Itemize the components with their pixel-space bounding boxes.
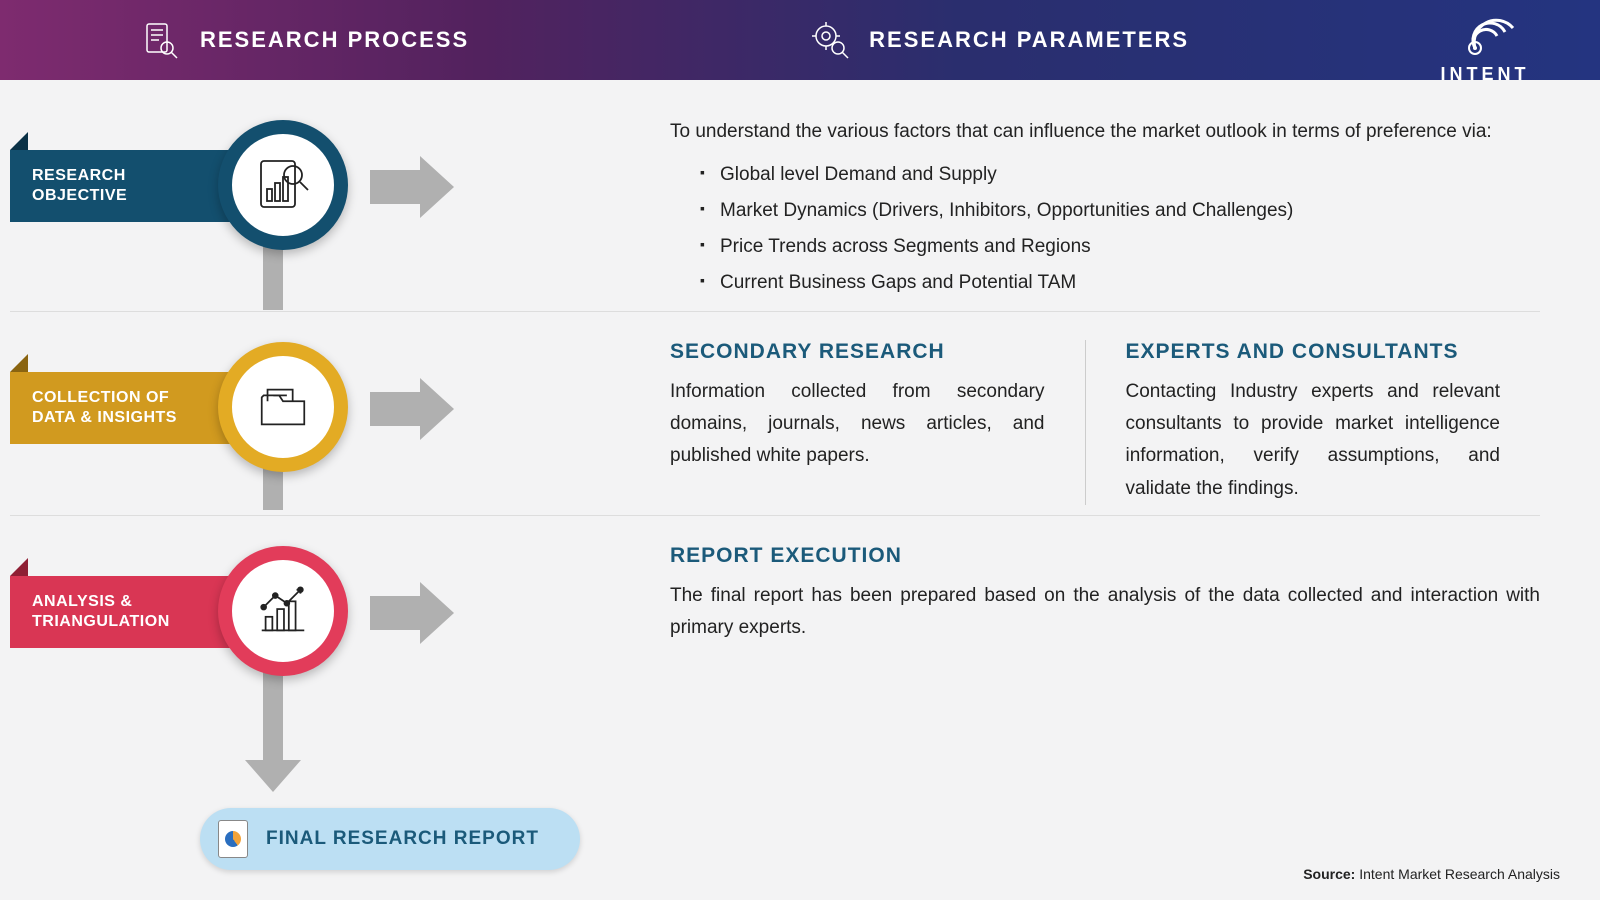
- analytics-icon: [254, 582, 312, 640]
- col-body: Contacting Industry experts and relevant…: [1126, 376, 1501, 505]
- step-circle: [218, 342, 348, 472]
- intro-text: To understand the various factors that c…: [670, 118, 1540, 147]
- step-content: REPORT EXECUTION The final report has be…: [670, 526, 1540, 645]
- step-circle: [218, 120, 348, 250]
- report-search-icon: [253, 155, 313, 215]
- col-experts-consultants: EXPERTS AND CONSULTANTS Contacting Indus…: [1085, 340, 1541, 505]
- list-item: Market Dynamics (Drivers, Inhibitors, Op…: [700, 193, 1540, 229]
- step-analysis-triangulation: ANALYSIS & TRIANGULATION REPORT EXECUTIO…: [10, 526, 1540, 716]
- step-label: COLLECTION OF DATA & INSIGHTS: [32, 388, 177, 428]
- header-left-title: RESEARCH PROCESS: [200, 27, 469, 53]
- logo-arcs-icon: [1455, 10, 1515, 60]
- step-content: SECONDARY RESEARCH Information collected…: [670, 322, 1540, 505]
- section-title: REPORT EXECUTION: [670, 544, 1540, 568]
- arrow-down-icon: [245, 760, 301, 792]
- step-data-collection: COLLECTION OF DATA & INSIGHTS SECONDARY …: [10, 322, 1540, 516]
- final-report-pill: FINAL RESEARCH REPORT: [200, 808, 580, 870]
- ribbon-label: COLLECTION OF DATA & INSIGHTS: [10, 372, 230, 444]
- col-secondary-research: SECONDARY RESEARCH Information collected…: [670, 340, 1085, 505]
- source-attribution: Source: Intent Market Research Analysis: [1303, 866, 1560, 882]
- ribbon-label: RESEARCH OBJECTIVE: [10, 150, 230, 222]
- bullet-list: Global level Demand and Supply Market Dy…: [700, 157, 1540, 301]
- ribbon-fold: [10, 558, 28, 576]
- list-item: Price Trends across Segments and Regions: [700, 229, 1540, 265]
- document-search-icon: [140, 19, 182, 61]
- list-item: Global level Demand and Supply: [700, 157, 1540, 193]
- section-body: The final report has been prepared based…: [670, 580, 1540, 645]
- step-label: RESEARCH OBJECTIVE: [32, 166, 127, 206]
- final-label: FINAL RESEARCH REPORT: [266, 828, 539, 850]
- step-research-objective: RESEARCH OBJECTIVE To understand the var…: [10, 100, 1540, 312]
- header-bar: RESEARCH PROCESS RESEARCH PARAMETERS INT…: [0, 0, 1600, 80]
- step-content: To understand the various factors that c…: [670, 100, 1540, 301]
- document-icon: [218, 820, 248, 858]
- header-research-process: RESEARCH PROCESS: [140, 19, 469, 61]
- step-label: ANALYSIS & TRIANGULATION: [32, 592, 170, 632]
- folder-icon: [254, 378, 312, 436]
- source-value: Intent Market Research Analysis: [1359, 866, 1560, 882]
- step-circle: [218, 546, 348, 676]
- ribbon-label: ANALYSIS & TRIANGULATION: [10, 576, 230, 648]
- header-research-parameters: RESEARCH PARAMETERS: [809, 19, 1189, 61]
- main-area: RESEARCH OBJECTIVE To understand the var…: [0, 80, 1600, 900]
- gear-search-icon: [809, 19, 851, 61]
- list-item: Current Business Gaps and Potential TAM: [700, 265, 1540, 301]
- col-title: EXPERTS AND CONSULTANTS: [1126, 340, 1501, 364]
- col-title: SECONDARY RESEARCH: [670, 340, 1045, 364]
- ribbon-fold: [10, 132, 28, 150]
- col-body: Information collected from secondary dom…: [670, 376, 1045, 473]
- header-right-title: RESEARCH PARAMETERS: [869, 27, 1189, 53]
- source-label: Source:: [1303, 866, 1355, 882]
- ribbon-fold: [10, 354, 28, 372]
